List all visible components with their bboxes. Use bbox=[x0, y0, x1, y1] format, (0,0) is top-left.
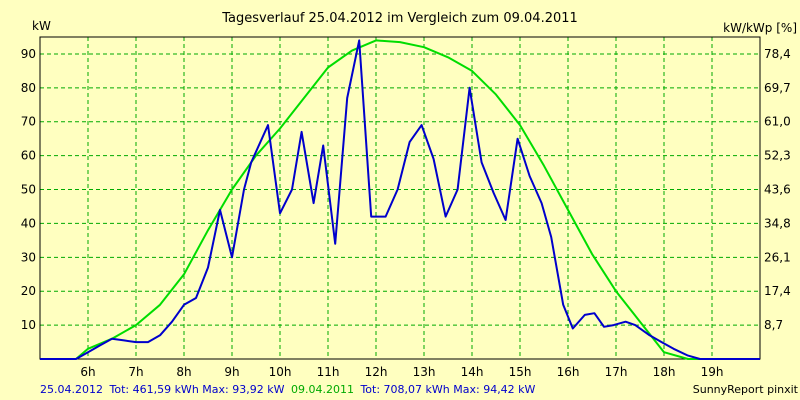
x-tick-label: 7h bbox=[128, 365, 143, 379]
x-tick-label: 6h bbox=[80, 365, 95, 379]
left-tick-label: 10 bbox=[21, 318, 36, 332]
x-tick-label: 8h bbox=[176, 365, 191, 379]
x-tick-label: 9h bbox=[224, 365, 239, 379]
footer-credit: SunnyReport pinxit bbox=[693, 383, 799, 396]
x-tick-label: 18h bbox=[653, 365, 676, 379]
footer-series1-stats: Tot: 461,59 kWh Max: 93,92 kW bbox=[108, 383, 284, 396]
x-tick-label: 11h bbox=[317, 365, 340, 379]
series-line-09-04-2011 bbox=[40, 39, 760, 360]
left-tick-label: 60 bbox=[21, 149, 36, 163]
plot-frame bbox=[39, 36, 761, 360]
x-tick-label: 19h bbox=[701, 365, 724, 379]
footer-series2-date: 09.04.2011 bbox=[291, 383, 354, 396]
left-axis-label: kW bbox=[32, 19, 51, 33]
left-tick-label: 90 bbox=[21, 47, 36, 61]
right-tick-label: 26,1 bbox=[764, 250, 791, 264]
right-tick-label: 34,8 bbox=[764, 216, 791, 230]
left-tick-label: 80 bbox=[21, 81, 36, 95]
series-layer bbox=[40, 39, 760, 360]
left-tick-label: 40 bbox=[21, 216, 36, 230]
x-tick-label: 17h bbox=[605, 365, 628, 379]
x-tick-label: 15h bbox=[509, 365, 532, 379]
right-tick-label: 52,3 bbox=[764, 149, 791, 163]
right-tick-label: 43,6 bbox=[764, 183, 791, 197]
right-tick-label: 8,7 bbox=[764, 318, 783, 332]
left-tick-label: 50 bbox=[21, 183, 36, 197]
axis-ticks: 10 8,7 20 17,4 30 26,1 40 34,8 50 43,6 60 52,3 70 61,… bbox=[21, 47, 791, 379]
x-tick-label: 12h bbox=[365, 365, 388, 379]
grid bbox=[40, 37, 760, 359]
right-tick-label: 78,4 bbox=[764, 47, 791, 61]
series-line-25-04-2012 bbox=[40, 39, 760, 360]
footer-series2-stats: Tot: 708,07 kWh Max: 94,42 kW bbox=[359, 383, 535, 396]
right-tick-label: 69,7 bbox=[764, 81, 791, 95]
right-tick-label: 17,4 bbox=[764, 284, 791, 298]
footer-stats: 25.04.2012 Tot: 461,59 kWh Max: 93,92 kW… bbox=[40, 383, 536, 396]
footer-series1-date: 25.04.2012 bbox=[40, 383, 103, 396]
left-tick-label: 30 bbox=[21, 250, 36, 264]
x-tick-label: 13h bbox=[413, 365, 436, 379]
x-tick-label: 10h bbox=[269, 365, 292, 379]
x-tick-label: 16h bbox=[557, 365, 580, 379]
chart-title: Tagesverlauf 25.04.2012 im Vergleich zum… bbox=[221, 11, 578, 26]
left-tick-label: 20 bbox=[21, 284, 36, 298]
right-axis-label: kW/kWp [%] bbox=[723, 21, 797, 35]
left-tick-label: 70 bbox=[21, 115, 36, 129]
x-tick-label: 14h bbox=[461, 365, 484, 379]
right-tick-label: 61,0 bbox=[764, 115, 791, 129]
